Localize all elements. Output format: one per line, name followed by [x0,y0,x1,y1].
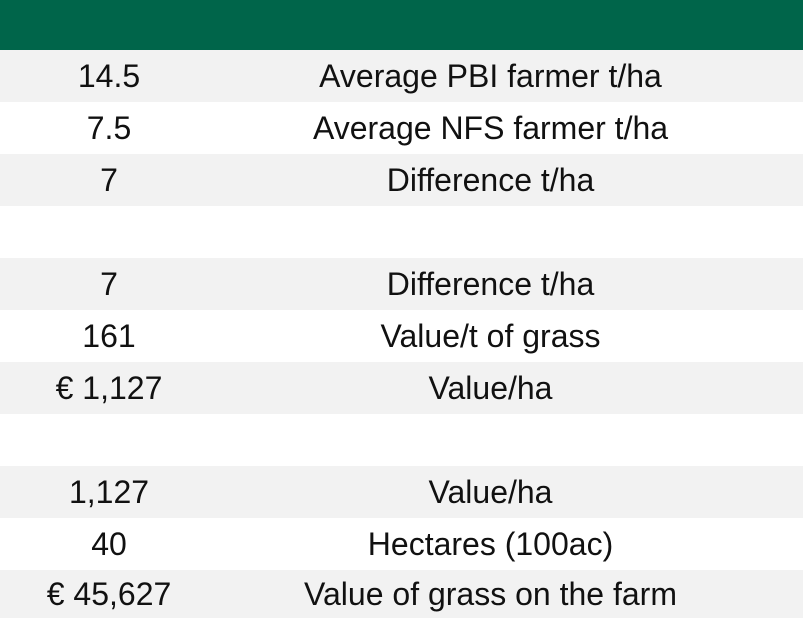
table-row-empty [0,414,803,466]
row-label: Value/ha [428,473,553,510]
table-row-empty [0,206,803,258]
table-row: 7 Difference t/ha [0,154,803,206]
row-label: Value/t of grass [380,317,601,354]
table-header [0,0,803,50]
table-row: 14.5 Average PBI farmer t/ha [0,50,803,102]
row-value: 161 [82,317,136,354]
row-label: Value/ha [428,369,553,406]
table-row: 161 Value/t of grass [0,310,803,362]
row-label: Value of grass on the farm [304,575,677,612]
row-value: 7.5 [86,109,132,146]
row-value: € 45,627 [46,575,172,612]
table-row: 40 Hectares (100ac) [0,518,803,570]
row-value: 7 [100,161,118,198]
table-row: € 1,127 Value/ha [0,362,803,414]
row-value: 1,127 [68,473,150,510]
table-row: 7.5 Average NFS farmer t/ha [0,102,803,154]
row-value: € 1,127 [55,369,163,406]
table-row: 1,127 Value/ha [0,466,803,518]
row-value: 14.5 [77,57,141,94]
row-label: Difference t/ha [386,265,595,302]
row-label: Hectares (100ac) [367,525,614,562]
row-value: 40 [91,525,127,562]
row-label: Average NFS farmer t/ha [312,109,669,146]
row-value: 7 [100,265,118,302]
table-row: 7 Difference t/ha [0,258,803,310]
table-row-total: € 45,627 Value of grass on the farm [0,570,803,618]
row-label: Difference t/ha [386,161,595,198]
row-label: Average PBI farmer t/ha [319,57,662,94]
